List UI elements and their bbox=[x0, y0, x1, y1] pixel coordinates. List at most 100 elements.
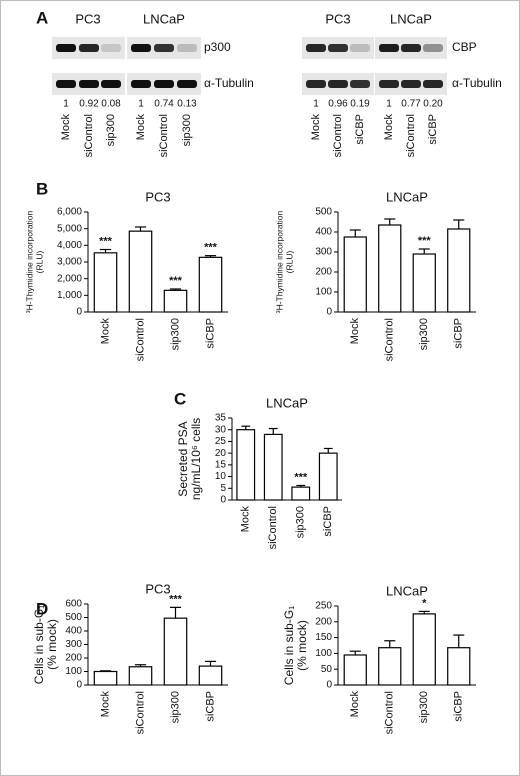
y-axis-label: Secreted PSA bbox=[176, 421, 190, 496]
y-tick-label: 0 bbox=[76, 680, 82, 691]
y-axis-label: ³H-Thymidine incorporation bbox=[274, 210, 284, 313]
x-tick-label: siControl bbox=[384, 318, 396, 361]
y-tick-label: 5 bbox=[220, 483, 226, 494]
chart-title: PC3 bbox=[145, 189, 170, 204]
y-tick-label: 300 bbox=[315, 247, 332, 258]
y-axis-label: Cells in sub-G₁ bbox=[32, 605, 46, 684]
lane-label: Mock bbox=[310, 114, 322, 141]
lane-label: siControl bbox=[158, 114, 170, 157]
y-tick-label: 200 bbox=[315, 616, 332, 627]
y-tick-label: 50 bbox=[321, 664, 333, 675]
bar bbox=[412, 253, 436, 313]
blot-band bbox=[177, 80, 197, 88]
lane-label: sip300 bbox=[105, 114, 117, 146]
lane-label: sip300 bbox=[181, 114, 193, 146]
blot-band bbox=[79, 44, 99, 52]
blot-quantity: 0.92 bbox=[79, 99, 99, 110]
blot-quantity: 0.77 bbox=[401, 99, 421, 110]
blot-band bbox=[101, 80, 121, 88]
x-tick-label: siControl bbox=[384, 691, 396, 734]
y-tick-label: 35 bbox=[215, 413, 227, 424]
blot-band bbox=[306, 80, 326, 88]
blot-group-label: PC3 bbox=[325, 11, 350, 26]
y-tick-label: 30 bbox=[215, 424, 227, 435]
blot-row-label: CBP bbox=[452, 40, 477, 54]
y-tick-label: 100 bbox=[315, 287, 332, 298]
blot-group-label: PC3 bbox=[75, 11, 100, 26]
y-axis-label: (RLU) bbox=[34, 251, 44, 274]
bar bbox=[198, 256, 223, 313]
y-tick-label: 250 bbox=[315, 601, 332, 612]
blot-band bbox=[154, 44, 174, 52]
bar bbox=[236, 429, 256, 501]
y-tick-label: 200 bbox=[315, 267, 332, 278]
blot-quantity: 0.20 bbox=[423, 99, 443, 110]
blot-row-label: α-Tubulin bbox=[452, 76, 502, 90]
blot-band bbox=[350, 44, 370, 52]
x-tick-label: siControl bbox=[267, 506, 279, 549]
x-tick-label: Mock bbox=[99, 318, 111, 345]
bar bbox=[163, 289, 188, 313]
y-tick-label: 0 bbox=[326, 680, 332, 691]
bar bbox=[343, 654, 367, 686]
lane-label: Mock bbox=[383, 114, 395, 141]
y-tick-label: 3,000 bbox=[57, 257, 82, 268]
x-tick-label: siCBP bbox=[453, 318, 465, 349]
blot-band bbox=[423, 80, 443, 88]
chart-title: PC3 bbox=[145, 581, 170, 596]
y-tick-label: 5,000 bbox=[57, 223, 82, 234]
x-tick-label: sip300 bbox=[295, 506, 307, 538]
y-tick-label: 6,000 bbox=[57, 207, 82, 218]
bar bbox=[378, 224, 402, 313]
lane-label: siCBP bbox=[354, 114, 366, 145]
blot-quantity: 0.13 bbox=[177, 99, 197, 110]
panel-label: D bbox=[36, 599, 48, 618]
blot-band bbox=[401, 80, 421, 88]
y-tick-label: 500 bbox=[315, 207, 332, 218]
y-axis-label: (% mock) bbox=[295, 620, 309, 671]
blot-row-label: α-Tubulin bbox=[204, 76, 254, 90]
y-tick-label: 150 bbox=[315, 632, 332, 643]
x-tick-label: Mock bbox=[240, 506, 252, 533]
bar bbox=[198, 665, 223, 686]
blot-band bbox=[79, 80, 99, 88]
x-tick-label: Mock bbox=[99, 691, 111, 718]
y-axis-label: (% mock) bbox=[45, 619, 59, 670]
x-tick-label: sip300 bbox=[418, 691, 430, 723]
blot-quantity: 0.19 bbox=[350, 99, 370, 110]
chart-title: LNCaP bbox=[266, 395, 308, 410]
significance-marker: *** bbox=[294, 471, 308, 483]
blot-band bbox=[379, 80, 399, 88]
blot-band bbox=[306, 44, 326, 52]
blot-band bbox=[177, 44, 197, 52]
blot-band bbox=[101, 44, 121, 52]
x-tick-label: sip300 bbox=[169, 691, 181, 723]
bar bbox=[447, 228, 471, 313]
y-tick-label: 2,000 bbox=[57, 273, 82, 284]
y-tick-label: 400 bbox=[65, 626, 82, 637]
y-tick-label: 0 bbox=[76, 307, 82, 318]
significance-marker: * bbox=[422, 597, 427, 609]
y-tick-label: 400 bbox=[315, 227, 332, 238]
y-axis-label: (RLU) bbox=[284, 251, 294, 274]
blot-quantity: 1 bbox=[313, 99, 319, 110]
y-tick-label: 500 bbox=[65, 612, 82, 623]
panel-label: C bbox=[174, 389, 186, 408]
bar bbox=[343, 236, 367, 313]
bar bbox=[412, 613, 436, 686]
y-tick-label: 10 bbox=[215, 471, 227, 482]
x-tick-label: siCBP bbox=[204, 318, 216, 349]
significance-marker: *** bbox=[169, 275, 183, 287]
y-tick-label: 100 bbox=[65, 666, 82, 677]
y-tick-label: 200 bbox=[65, 653, 82, 664]
bar bbox=[93, 252, 118, 313]
blot-group-label: LNCaP bbox=[390, 11, 432, 26]
blot-quantity: 0.74 bbox=[154, 99, 174, 110]
x-tick-label: siControl bbox=[134, 691, 146, 734]
x-tick-label: sip300 bbox=[169, 318, 181, 350]
blot-quantity: 1 bbox=[138, 99, 144, 110]
x-tick-label: sip300 bbox=[418, 318, 430, 350]
y-tick-label: 0 bbox=[220, 495, 226, 506]
blot-band bbox=[328, 80, 348, 88]
